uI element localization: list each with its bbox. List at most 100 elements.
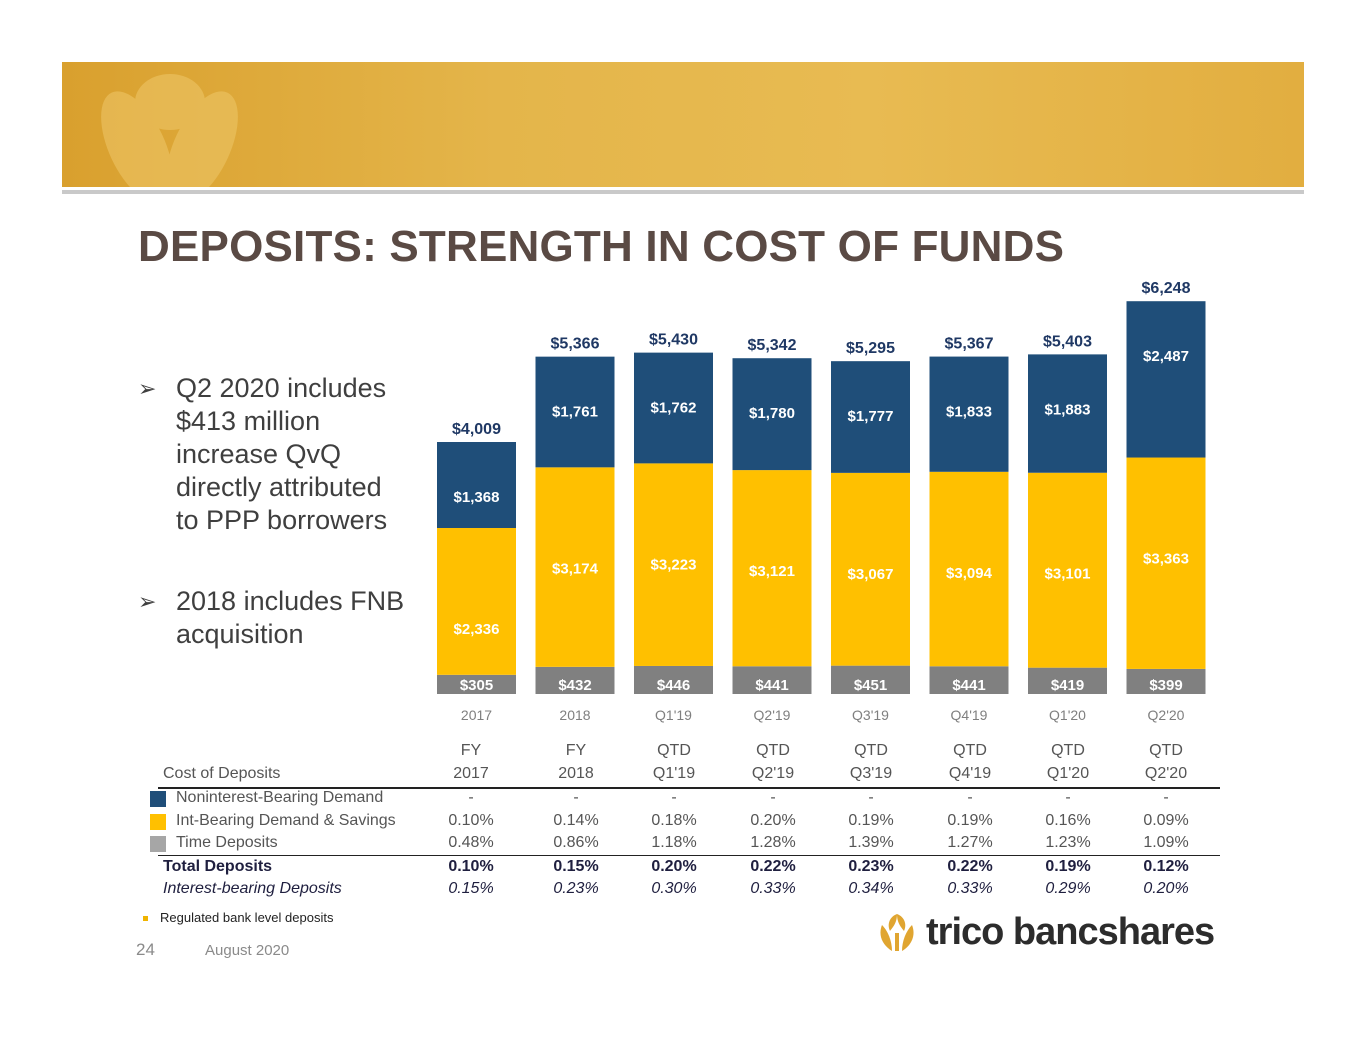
table-row-int-bearing: Int-Bearing Demand & Savings 0.10% 0.14%… xyxy=(150,812,1220,834)
table-cell: 0.15% xyxy=(448,880,494,897)
table-cell: - xyxy=(967,789,973,806)
x-tick-label: Q2'19 xyxy=(754,707,791,723)
table-cell: 0.12% xyxy=(1143,858,1189,875)
data-label: $3,223 xyxy=(651,556,697,573)
header-cell: Q4'19 xyxy=(948,765,992,782)
bar-noninterest xyxy=(732,358,812,471)
page-title: DEPOSITS: STRENGTH IN COST OF FUNDS xyxy=(138,222,1065,271)
table-cell: 0.10% xyxy=(448,858,494,875)
data-label: $3,121 xyxy=(749,563,795,580)
bar-int-bearing xyxy=(634,463,713,666)
banner-watermark-icon xyxy=(101,74,238,187)
table-cell: 0.20% xyxy=(651,858,697,875)
row-label: Noninterest-Bearing Demand xyxy=(176,789,384,806)
table-cell: 0.19% xyxy=(1045,858,1091,875)
bar-noninterest xyxy=(1028,354,1107,473)
bullet-list: ➢ Q2 2020 includes $413 million increase… xyxy=(138,372,408,651)
table-row-noninterest: Noninterest-Bearing Demand - - - - - - -… xyxy=(150,789,1220,811)
table-cell: 1.09% xyxy=(1143,834,1189,851)
table-cell: 0.23% xyxy=(848,858,894,875)
bar-int-bearing xyxy=(437,527,516,675)
table-cell: 1.27% xyxy=(947,834,993,851)
footnote: Regulated bank level deposits xyxy=(143,910,333,925)
table-cell: 0.20% xyxy=(1143,880,1189,897)
bar-time xyxy=(929,666,1009,694)
table-cell: - xyxy=(573,789,579,806)
bar-time xyxy=(437,674,516,694)
total-label: $5,430 xyxy=(649,332,698,349)
header-cell: FY xyxy=(460,742,482,759)
data-label: $2,487 xyxy=(1143,348,1189,365)
data-label: $451 xyxy=(854,677,887,694)
table-cell: 1.39% xyxy=(848,834,894,851)
table-cell: 0.33% xyxy=(750,880,796,897)
table-row-interest-bearing: Interest-bearing Deposits 0.15% 0.23% 0.… xyxy=(150,880,1220,902)
table-row-time: Time Deposits 0.48% 0.86% 1.18% 1.28% 1.… xyxy=(150,834,1220,856)
table-header-row: Cost of Deposits 2017 2018 Q1'19 Q2'19 Q… xyxy=(150,765,1220,787)
page-number: 24 xyxy=(136,940,155,959)
table-cell: 0.19% xyxy=(848,812,894,829)
bullet-text: 2018 includes FNB acquisition xyxy=(176,586,405,649)
header-cell: Q2'20 xyxy=(1144,765,1188,782)
data-label: $3,363 xyxy=(1143,551,1189,568)
legend-swatch-int-bearing xyxy=(150,814,166,830)
data-label: $3,174 xyxy=(552,560,599,577)
table-cell: 1.23% xyxy=(1045,834,1091,851)
header-cell: QTD xyxy=(756,742,790,759)
data-label: $432 xyxy=(558,677,591,694)
bar-int-bearing xyxy=(535,467,615,667)
total-label: $5,366 xyxy=(551,336,600,353)
row-label: Time Deposits xyxy=(176,834,278,851)
table-cell: 0.33% xyxy=(947,880,993,897)
company-logo: trico bancshares xyxy=(876,908,1215,956)
table-cell: 0.86% xyxy=(553,834,599,851)
bar-time xyxy=(732,666,812,694)
date-label: August 2020 xyxy=(205,942,290,959)
total-label: $4,009 xyxy=(452,421,501,438)
bar-time xyxy=(1126,668,1206,694)
table-row-total: Total Deposits 0.10% 0.15% 0.20% 0.22% 0… xyxy=(150,858,1220,880)
bar-time xyxy=(1028,667,1107,694)
bar-time xyxy=(535,666,615,694)
bar-int-bearing xyxy=(732,470,812,667)
data-label: $3,101 xyxy=(1045,566,1091,583)
table-cell: 0.16% xyxy=(1045,812,1091,829)
bar-int-bearing xyxy=(831,472,910,666)
x-tick-label: 2017 xyxy=(461,707,492,723)
bullet-text: Q2 2020 includes $413 million increase Q… xyxy=(176,373,388,535)
table-cell: 0.48% xyxy=(448,834,494,851)
bar-int-bearing xyxy=(1126,457,1206,669)
data-label: $3,094 xyxy=(946,565,993,582)
table-cell: 1.28% xyxy=(750,834,796,851)
header-cell: QTD xyxy=(854,742,888,759)
table-cell: - xyxy=(468,789,474,806)
total-label: $5,295 xyxy=(846,340,895,357)
header-cell: QTD xyxy=(1051,742,1085,759)
legend-swatch-noninterest xyxy=(150,791,166,807)
legend-swatch-time xyxy=(150,836,166,852)
data-label: $441 xyxy=(952,677,985,694)
header-cell: QTD xyxy=(657,742,691,759)
deposits-stacked-bar-chart: $305 $2,336 $1,368 $4,009 2017 $432 $3,174 $1,7… xyxy=(437,280,1206,723)
wheat-logo-icon xyxy=(880,914,914,951)
table-cell: - xyxy=(868,789,874,806)
table-cell: 0.22% xyxy=(947,858,993,875)
header-cell: QTD xyxy=(953,742,987,759)
x-tick-label: 2018 xyxy=(559,707,590,723)
table-cell: 0.19% xyxy=(947,812,993,829)
table-cell: - xyxy=(671,789,677,806)
total-label: $5,367 xyxy=(945,336,994,353)
x-tick-label: Q1'20 xyxy=(1049,707,1086,723)
bar-noninterest xyxy=(929,356,1009,472)
table-cell: - xyxy=(1163,789,1169,806)
bar-time xyxy=(634,665,713,694)
row-label: Int-Bearing Demand & Savings xyxy=(176,812,396,829)
table-cell: - xyxy=(770,789,776,806)
header-cell: Q1'20 xyxy=(1046,765,1090,782)
header-cell: 2018 xyxy=(558,765,594,782)
total-label: $6,248 xyxy=(1142,280,1191,297)
data-label: $1,762 xyxy=(651,400,697,417)
x-tick-label: Q2'20 xyxy=(1148,707,1185,723)
arrow-bullet-icon: ➢ xyxy=(138,589,157,614)
data-label: $1,777 xyxy=(848,408,894,425)
